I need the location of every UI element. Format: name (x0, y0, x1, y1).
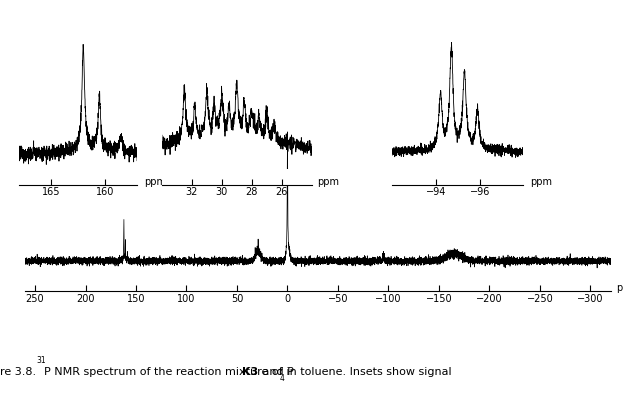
Text: K3: K3 (242, 367, 258, 377)
Text: ppm: ppm (144, 176, 166, 187)
Text: P NMR spectrum of the reaction mixture of: P NMR spectrum of the reaction mixture o… (44, 367, 286, 377)
Text: and P: and P (259, 367, 293, 377)
Text: ppm: ppm (530, 176, 552, 187)
Text: 31: 31 (36, 356, 45, 365)
Text: 4: 4 (280, 374, 285, 383)
Text: ppm: ppm (616, 283, 623, 293)
Text: in toluene. Insets show signal: in toluene. Insets show signal (283, 367, 452, 377)
Text: re 3.8.: re 3.8. (0, 367, 36, 377)
Text: ppm: ppm (318, 176, 340, 187)
